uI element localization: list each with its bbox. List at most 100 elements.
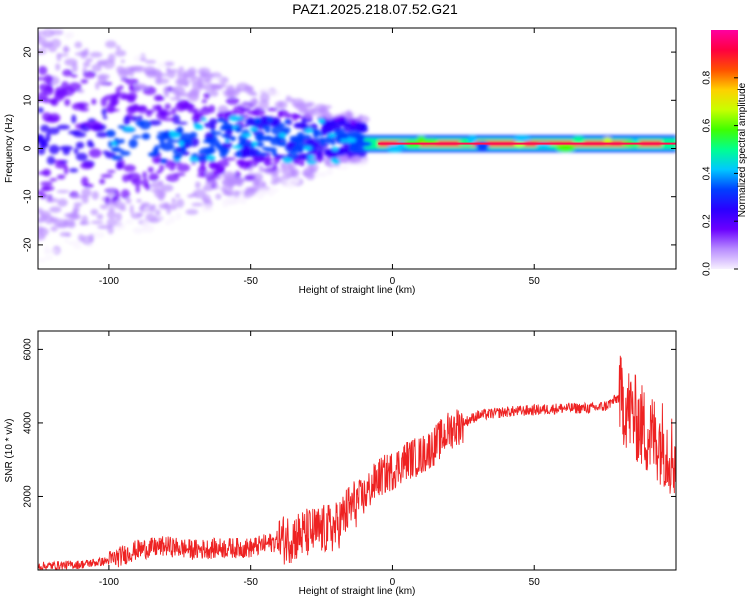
heatmap-cell [63, 165, 69, 175]
heatmap-cell [51, 159, 66, 164]
heatmap-cell [38, 171, 50, 175]
heatmap-cell [135, 183, 140, 194]
heatmap-cell [228, 115, 240, 121]
heatmap-cell [291, 178, 301, 184]
colorbar-gradient [711, 30, 738, 269]
heatmap-cell [209, 77, 223, 82]
heatmap-cell [55, 63, 61, 71]
heatmap-cell [118, 85, 124, 91]
heatmap-cell [244, 174, 256, 181]
heatmap-cell [175, 212, 182, 221]
heatmap-cell [284, 167, 295, 177]
heatmap-cell [239, 187, 245, 196]
heatmap-cell [217, 159, 230, 168]
heatmap-cell [178, 140, 184, 147]
heatmap-cell [38, 65, 48, 76]
heatmap-cell [110, 147, 121, 151]
heatmap-cell [154, 209, 161, 216]
heatmap-cell [75, 152, 88, 161]
heatmap-cell [80, 79, 89, 84]
heatmap-cell [38, 107, 44, 114]
heatmap-cell [183, 143, 191, 149]
heatmap-cell [253, 155, 266, 163]
heatmap-cell [336, 146, 348, 153]
heatmap-cell [191, 82, 203, 89]
heatmap-cell [149, 204, 156, 213]
x-tick-label: 50 [529, 577, 541, 588]
heatmap-cell [42, 43, 54, 48]
heatmap-cell [255, 132, 265, 142]
heatmap-cell [40, 181, 53, 186]
heatmap-cell [217, 117, 225, 123]
heatmap-cell [187, 108, 197, 114]
heatmap-cell [317, 150, 323, 160]
heatmap-cell [300, 162, 305, 167]
heatmap-cell [56, 189, 70, 194]
heatmap-cell [60, 81, 70, 91]
heatmap-cell [571, 136, 586, 144]
heatmap-cell [386, 144, 404, 152]
heatmap-cell [161, 134, 169, 141]
heatmap-cell [223, 189, 228, 195]
heatmap-cell [319, 104, 332, 109]
heatmap-cell [57, 198, 68, 207]
heatmap-cell [277, 142, 286, 147]
heatmap-cell [219, 148, 228, 159]
heatmap-cell [209, 90, 219, 97]
heatmap-cell [264, 170, 278, 175]
heatmap-cell [259, 92, 270, 103]
heatmap-cell [62, 69, 73, 77]
heatmap-cell [157, 180, 164, 185]
heatmap-cell [114, 49, 127, 57]
heatmap-cell [39, 210, 51, 219]
heatmap-cell [69, 168, 79, 173]
heatmap-cell [136, 199, 142, 203]
heatmap-cell [163, 86, 169, 95]
heatmap-cell [172, 114, 181, 125]
x-axis-title: Height of straight line (km) [299, 586, 416, 597]
heatmap-cell [273, 157, 281, 164]
heatmap-cell [148, 119, 162, 126]
x-tick-label: 0 [390, 276, 396, 287]
heatmap-cell [40, 124, 50, 133]
heatmap-cell [266, 107, 279, 112]
heatmap-cell [331, 147, 339, 152]
heatmap-cell [120, 96, 129, 100]
heatmap-cell [68, 82, 82, 92]
colorbar-tick-label: 0.6 [702, 118, 713, 132]
heatmap-cell [205, 137, 213, 144]
heatmap-cell [189, 156, 201, 162]
heatmap-cell [74, 41, 83, 49]
y-tick-label: 20 [23, 46, 34, 58]
heatmap-cell [106, 210, 117, 219]
heatmap-cell [92, 231, 105, 239]
heatmap-cell [342, 153, 349, 163]
heatmap-cell [160, 158, 168, 164]
heatmap-cell [114, 92, 129, 98]
y-tick-label: 6000 [23, 338, 34, 361]
heatmap-cell [220, 133, 231, 138]
heatmap-cell [197, 165, 208, 176]
heatmap-cell [71, 194, 85, 199]
heatmap-cell [119, 150, 131, 156]
heatmap-cell [97, 73, 110, 80]
heatmap-cell [327, 133, 337, 138]
heatmap-cell [261, 168, 267, 173]
heatmap-cell [304, 128, 314, 133]
heatmap-cell [187, 194, 194, 198]
heatmap-cell [106, 104, 116, 114]
heatmap-cell [318, 171, 327, 178]
heatmap-cell [211, 83, 223, 90]
heatmap-cell [85, 58, 93, 63]
heatmap-cell [270, 180, 279, 186]
heatmap-cell [95, 81, 100, 90]
heatmap-cell [223, 119, 229, 124]
x-tick-label: -50 [243, 577, 258, 588]
heatmap-cell [296, 153, 311, 160]
heatmap-cell [125, 197, 132, 204]
heatmap-cell [249, 98, 259, 106]
heatmap-cell [38, 134, 45, 142]
x-tick-label: 50 [529, 276, 541, 287]
heatmap-cell [148, 173, 159, 182]
